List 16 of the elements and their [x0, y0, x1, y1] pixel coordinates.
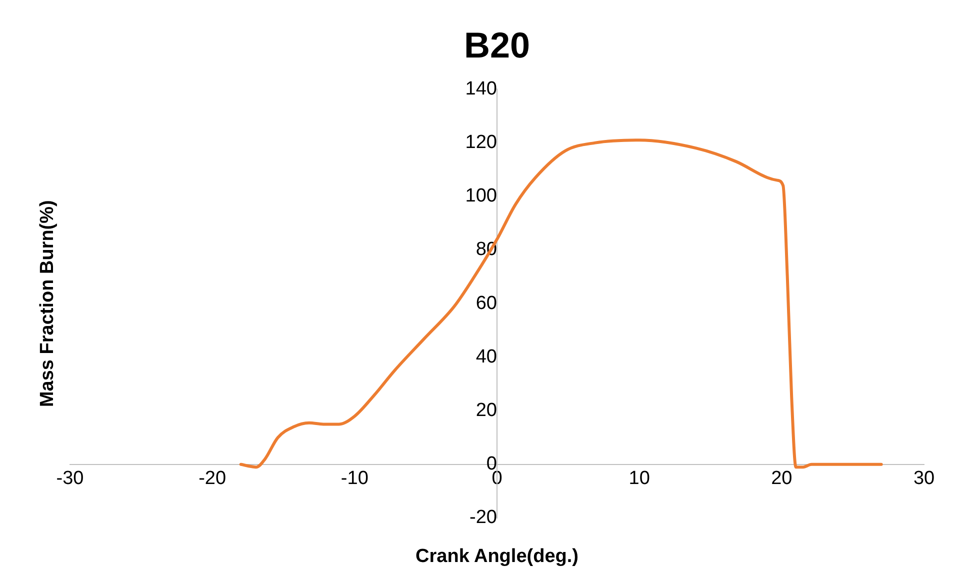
y-tick-label: 60 [476, 292, 497, 314]
y-tick-label: 140 [465, 78, 497, 100]
y-tick-label: 20 [476, 400, 497, 422]
chart-title: B20 [464, 24, 530, 66]
y-axis-title: Mass Fraction Burn(%) [37, 200, 58, 408]
x-axis-title: Crank Angle(deg.) [416, 546, 578, 567]
y-tick-label: 100 [465, 186, 497, 207]
x-tick-label: 20 [771, 468, 792, 490]
x-tick-label: 10 [628, 468, 650, 490]
x-tick-label: 30 [913, 468, 935, 490]
x-tick-label: -20 [198, 468, 226, 490]
x-tick-label: -30 [56, 468, 84, 490]
y-tick-label: 40 [476, 346, 497, 368]
y-tick-label: 120 [465, 132, 497, 154]
x-tick-label: -10 [340, 468, 368, 490]
y-tick-label: -20 [470, 507, 497, 528]
